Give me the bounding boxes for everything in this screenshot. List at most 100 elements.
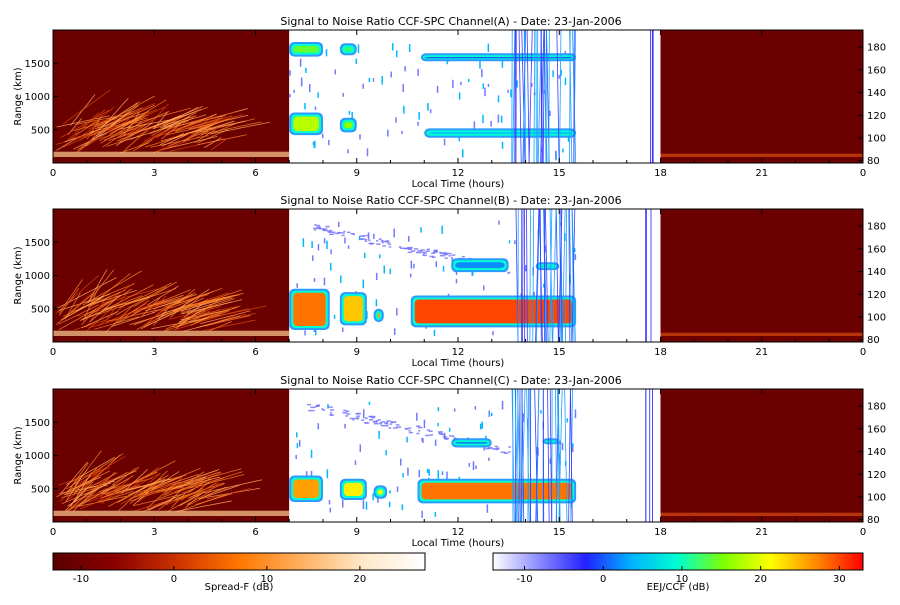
scatter-echo — [479, 60, 481, 68]
scatter-echo — [418, 112, 420, 120]
echo-trail — [376, 243, 380, 245]
scatter-echo — [372, 493, 374, 500]
x-tick-label: 6 — [252, 527, 258, 538]
panel-title: Signal to Noise Ratio CCF-SPC Channel(C)… — [280, 374, 621, 387]
scatter-echo — [362, 84, 364, 89]
scatter-echo — [324, 278, 326, 286]
echo-trail — [449, 435, 453, 437]
echo-trail — [330, 414, 334, 416]
scatter-echo — [309, 84, 311, 92]
echo-trail — [445, 438, 449, 440]
echo-feature-core — [293, 116, 319, 131]
echo-trail — [308, 410, 311, 412]
echo-trail — [508, 451, 510, 453]
echo-trail — [389, 427, 392, 429]
x-tick-label: 6 — [252, 347, 258, 358]
scatter-echo — [305, 68, 307, 73]
echo-trail — [409, 430, 411, 432]
echo-trail — [366, 235, 369, 237]
y-tick-label-left: 1500 — [25, 59, 50, 70]
scatter-echo — [437, 86, 439, 93]
scatter-echo — [402, 473, 404, 477]
scatter-echo — [376, 299, 378, 306]
scatter-echo — [410, 274, 412, 278]
scatter-echo — [301, 78, 303, 87]
scatter-echo — [389, 502, 391, 507]
scatter-echo — [490, 121, 492, 127]
scatter-echo — [314, 278, 316, 282]
echo-trail — [342, 235, 345, 237]
echo-trail — [378, 419, 381, 421]
x-tick-label: 6 — [252, 168, 258, 179]
scatter-echo — [289, 70, 291, 75]
scatter-echo — [562, 443, 564, 450]
echo-feature-core — [540, 266, 556, 267]
scatter-echo — [510, 89, 512, 97]
x-tick-label: 9 — [354, 168, 360, 179]
echo-trail — [365, 240, 368, 242]
scatter-echo — [416, 413, 418, 421]
scatter-echo — [460, 82, 462, 85]
scatter-echo — [299, 440, 301, 447]
echo-feature-core — [344, 483, 363, 496]
scatter-echo — [475, 406, 477, 410]
scatter-echo — [356, 58, 358, 63]
echo-feature-core — [344, 47, 353, 51]
scatter-echo — [313, 142, 315, 148]
echo-trail — [422, 254, 424, 256]
scatter-echo — [349, 111, 351, 115]
panel-b: Signal to Noise Ratio CCF-SPC Channel(B)… — [13, 194, 886, 369]
echo-trail — [438, 432, 441, 434]
echo-trail — [435, 250, 438, 252]
scatter-echo — [392, 43, 394, 50]
x-tick-label: 21 — [755, 168, 768, 179]
scatter-echo — [322, 134, 324, 138]
x-tick-label: 0 — [50, 527, 56, 538]
x-tick-label: 12 — [452, 347, 465, 358]
echo-trail — [379, 238, 382, 240]
echo-trail — [418, 430, 420, 432]
scatter-echo — [363, 409, 365, 418]
echo-trail — [361, 238, 365, 240]
scatter-echo — [424, 420, 426, 428]
colorbar-tick-label: -10 — [516, 574, 532, 585]
scatter-echo — [311, 241, 313, 248]
spread-f-block-late — [661, 30, 864, 163]
echo-trail — [387, 242, 390, 244]
scatter-echo — [488, 84, 490, 87]
scatter-echo — [403, 84, 405, 92]
echo-trail — [394, 421, 396, 423]
scatter-echo — [449, 428, 451, 432]
scatter-echo — [502, 401, 504, 410]
echo-trail — [409, 432, 413, 434]
scatter-echo — [324, 238, 326, 243]
echo-trail — [356, 416, 360, 418]
x-axis-label: Local Time (hours) — [412, 538, 505, 549]
echo-trail — [314, 224, 316, 226]
echo-trail — [443, 436, 447, 438]
scatter-echo — [387, 130, 389, 137]
x-tick-label: 0 — [50, 168, 56, 179]
scatter-echo — [393, 229, 395, 238]
scatter-echo — [572, 443, 574, 446]
scatter-echo — [358, 44, 360, 53]
y-tick-label-left: 1000 — [25, 92, 50, 103]
scatter-echo — [342, 328, 344, 332]
y-tick-label-right: 80 — [867, 335, 880, 346]
echo-trail — [343, 232, 345, 234]
scatter-echo — [420, 227, 422, 232]
echo-trail — [426, 250, 430, 252]
echo-trail — [370, 243, 374, 245]
x-tick-label: 18 — [654, 168, 667, 179]
echo-trail — [501, 452, 506, 454]
x-tick-label: 0 — [860, 347, 866, 358]
echo-trail — [386, 423, 389, 425]
x-tick-label: 3 — [151, 347, 157, 358]
x-tick-label: 3 — [151, 527, 157, 538]
y-tick-label-right: 160 — [867, 424, 886, 435]
echo-trail — [452, 254, 456, 256]
y-tick-label-left: 1000 — [25, 451, 50, 462]
scatter-echo — [289, 94, 291, 97]
echo-trail — [343, 231, 345, 233]
x-tick-label: 15 — [553, 527, 566, 538]
